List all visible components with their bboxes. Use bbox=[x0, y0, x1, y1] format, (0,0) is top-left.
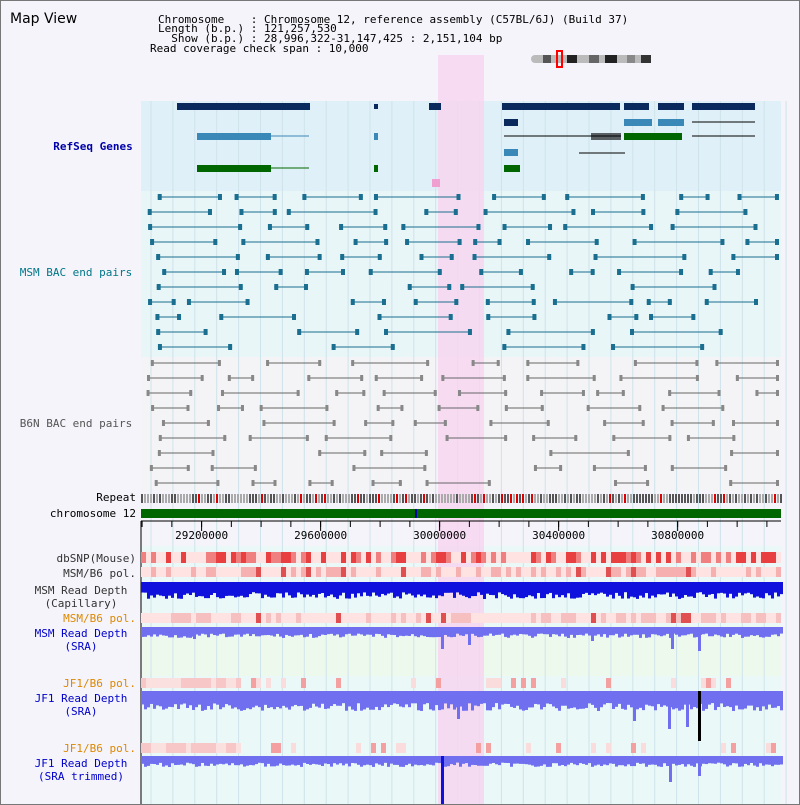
track-label-chromosome[interactable]: chromosome 12 bbox=[49, 507, 136, 520]
axis-tick-label: 30800000 bbox=[651, 529, 704, 542]
track-label-msm-depth-sra[interactable]: MSM Read Depth (SRA) bbox=[34, 627, 128, 653]
axis-tick-label: 30400000 bbox=[532, 529, 585, 542]
chromosome-bar[interactable] bbox=[141, 509, 781, 518]
msm-bac-end-pairs[interactable] bbox=[147, 194, 779, 350]
track-label-msm-bac[interactable]: MSM BAC end pairs bbox=[19, 266, 133, 279]
read-depth-tracks[interactable] bbox=[141, 582, 783, 804]
repeat-track[interactable] bbox=[141, 494, 782, 503]
track-label-refseq[interactable]: RefSeq Genes bbox=[53, 140, 133, 153]
chromosome-ideogram[interactable] bbox=[531, 50, 651, 68]
page-title: Map View bbox=[10, 11, 78, 27]
axis-tick-label: 30000000 bbox=[413, 529, 466, 542]
track-label-jf1-depth-trimmed[interactable]: JF1 Read Depth (SRA trimmed) bbox=[34, 757, 128, 783]
track-label-jf1-depth-sra[interactable]: JF1 Read Depth (SRA) bbox=[34, 692, 128, 718]
coverage-span-info: Read coverage check span : 10,000 bbox=[150, 42, 369, 55]
length-info: Length (b.p.) : 121,257,530 bbox=[158, 22, 337, 35]
track-label-dbsnp[interactable]: dbSNP(Mouse) bbox=[56, 552, 136, 565]
selected-region-highlight[interactable] bbox=[438, 55, 484, 804]
axis-tick-label: 29600000 bbox=[294, 529, 347, 542]
track-label-msm-b6-pol[interactable]: MSM/B6 pol. bbox=[63, 567, 136, 580]
track-label-repeat[interactable]: Repeat bbox=[96, 491, 136, 504]
track-label-b6n-bac[interactable]: B6N BAC end pairs bbox=[19, 417, 133, 430]
track-label-msm-depth-capillary[interactable]: MSM Read Depth (Capillary) bbox=[34, 584, 128, 610]
b6n-bac-end-pairs[interactable] bbox=[146, 360, 779, 486]
axis-tick-label: 29200000 bbox=[175, 529, 228, 542]
track-label-jf1-b6-pol-2[interactable]: JF1/B6 pol. bbox=[63, 742, 136, 755]
refseq-genes[interactable] bbox=[177, 103, 755, 187]
polymorphism-heat-tracks[interactable] bbox=[141, 552, 781, 753]
track-label-jf1-b6-pol[interactable]: JF1/B6 pol. bbox=[63, 677, 136, 690]
track-label-msm-b6-pol-2[interactable]: MSM/B6 pol. bbox=[63, 612, 136, 625]
chromosome-info: Chromosome : Chromosome 12, reference as… bbox=[158, 13, 629, 26]
show-range-info: Show (b.p.) : 28,996,322-31,147,425 : 2,… bbox=[158, 32, 503, 45]
